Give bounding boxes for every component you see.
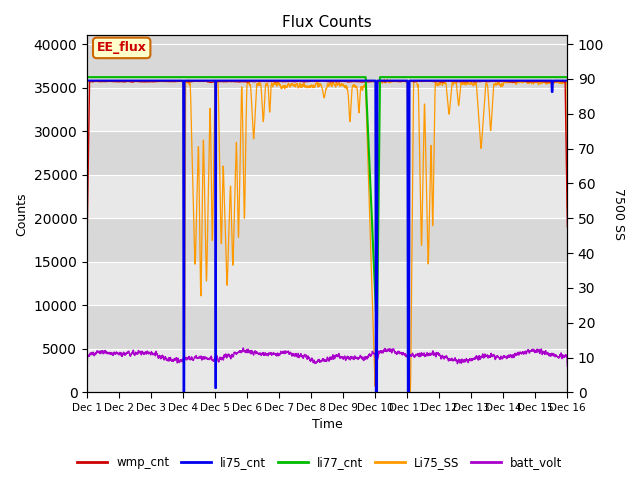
li75_cnt xyxy=(564,78,572,84)
li77_cnt xyxy=(268,74,275,80)
wmp_cnt xyxy=(166,79,174,84)
X-axis label: Time: Time xyxy=(312,419,342,432)
Li75_SS xyxy=(166,79,174,84)
Bar xyxy=(87,349,568,393)
Bar xyxy=(87,218,568,262)
Li75_SS xyxy=(268,82,275,87)
li77_cnt xyxy=(564,74,572,80)
li77_cnt xyxy=(502,74,510,80)
Li75_SS xyxy=(405,390,413,396)
li75_cnt xyxy=(289,78,296,84)
batt_volt xyxy=(554,354,562,360)
Li75_SS xyxy=(564,204,572,210)
li77_cnt xyxy=(83,74,91,80)
Title: Flux Counts: Flux Counts xyxy=(282,15,372,30)
batt_volt xyxy=(166,355,174,360)
li75_cnt xyxy=(180,390,188,396)
li77_cnt xyxy=(166,74,174,80)
wmp_cnt xyxy=(288,79,296,84)
Legend: wmp_cnt, li75_cnt, li77_cnt, Li75_SS, batt_volt: wmp_cnt, li75_cnt, li77_cnt, Li75_SS, ba… xyxy=(73,452,567,474)
batt_volt xyxy=(502,355,510,361)
Line: Li75_SS: Li75_SS xyxy=(87,80,568,393)
Line: wmp_cnt: wmp_cnt xyxy=(87,81,568,237)
wmp_cnt xyxy=(502,79,510,84)
Text: EE_flux: EE_flux xyxy=(97,41,147,54)
Li75_SS xyxy=(502,79,510,85)
batt_volt xyxy=(268,352,275,358)
Bar xyxy=(87,131,568,175)
Li75_SS xyxy=(288,81,296,86)
li77_cnt xyxy=(138,74,146,80)
li77_cnt xyxy=(288,74,296,80)
Bar xyxy=(87,175,568,218)
batt_volt xyxy=(239,345,247,351)
Y-axis label: 7500 SS: 7500 SS xyxy=(612,188,625,240)
wmp_cnt xyxy=(83,234,91,240)
li75_cnt xyxy=(554,78,562,84)
Y-axis label: Counts: Counts xyxy=(15,192,28,236)
Li75_SS xyxy=(554,80,562,85)
wmp_cnt xyxy=(268,79,275,84)
wmp_cnt xyxy=(564,224,572,229)
Bar xyxy=(87,262,568,305)
batt_volt xyxy=(83,363,91,369)
wmp_cnt xyxy=(515,78,522,84)
li75_cnt xyxy=(502,78,510,84)
Line: batt_volt: batt_volt xyxy=(87,348,568,366)
Bar xyxy=(87,44,568,87)
wmp_cnt xyxy=(138,79,146,84)
batt_volt xyxy=(138,350,146,356)
batt_volt xyxy=(289,351,296,357)
li77_cnt xyxy=(554,74,562,80)
Li75_SS xyxy=(383,77,391,83)
Li75_SS xyxy=(138,79,146,84)
li75_cnt xyxy=(268,78,275,84)
Line: li77_cnt: li77_cnt xyxy=(87,77,568,332)
Line: li75_cnt: li75_cnt xyxy=(87,81,568,393)
wmp_cnt xyxy=(554,79,562,84)
li75_cnt xyxy=(83,78,91,84)
li75_cnt xyxy=(138,78,146,84)
Bar xyxy=(87,87,568,131)
li77_cnt xyxy=(373,329,381,335)
Bar xyxy=(87,305,568,349)
batt_volt xyxy=(564,363,572,369)
Li75_SS xyxy=(83,203,91,209)
li75_cnt xyxy=(166,78,174,84)
